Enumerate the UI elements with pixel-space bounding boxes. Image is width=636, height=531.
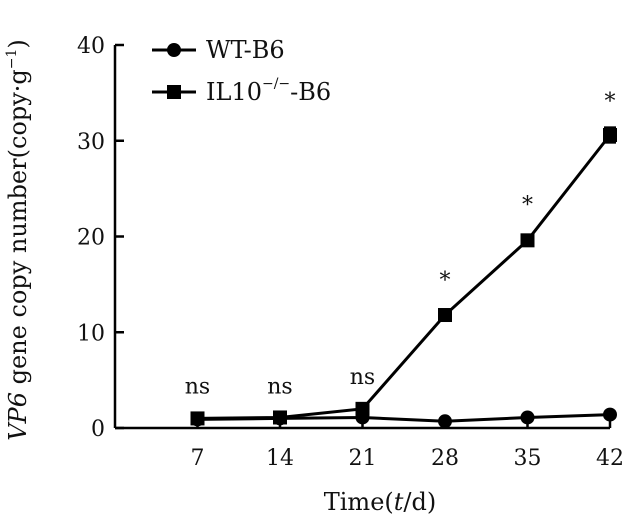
legend-marker-square	[167, 85, 181, 99]
x-tick-label: 28	[431, 446, 459, 471]
data-point-il10-b6	[520, 233, 535, 248]
x-tick-label: 42	[596, 446, 624, 471]
significance-ns: ns	[350, 365, 375, 390]
x-axis-label-italic: t	[394, 488, 404, 516]
legend-item-il10-b6: IL10−/−-B6	[152, 76, 331, 106]
y-axis-label-close: )	[4, 39, 32, 48]
significance-star: *	[440, 269, 451, 294]
annotations: ns ns ns * * *	[185, 90, 616, 400]
y-axis-label-rest: gene copy number(copy·g	[4, 69, 32, 392]
x-tick-label: 7	[191, 446, 205, 471]
legend-item-wt-b6: WT-B6	[152, 36, 285, 64]
legend: WT-B6 IL10−/−-B6	[152, 36, 331, 106]
significance-star: *	[522, 193, 533, 218]
x-axis-label: Time(t/d)	[324, 488, 436, 516]
data-point-wt-b6	[603, 407, 617, 422]
y-axis-label: VP6 gene copy number(copy·g−1)	[4, 39, 32, 441]
tick-group: 0 10 20 30 40 7 14 21 28 35 42	[77, 34, 624, 471]
y-tick-label: 30	[77, 130, 105, 155]
x-axis-label-post: /d)	[403, 488, 436, 516]
data-point-il10-b6	[190, 411, 205, 426]
data-point-wt-b6	[438, 414, 452, 429]
x-axis-label-pre: Time(	[324, 488, 394, 516]
x-tick-label: 21	[349, 446, 377, 471]
y-axis-label-italic: VP6	[4, 392, 32, 441]
y-tick-label: 40	[77, 34, 105, 59]
legend-marker-circle	[167, 43, 181, 57]
y-tick-label: 10	[77, 321, 105, 346]
data-point-il10-b6	[438, 308, 452, 323]
legend-label-il10-b6: IL10−/−-B6	[206, 76, 331, 106]
legend-label-il10-suffix: -B6	[290, 78, 331, 106]
y-tick-label: 20	[77, 226, 105, 251]
y-tick-label: 0	[91, 417, 105, 442]
data-point-il10-b6	[273, 410, 287, 425]
series-lines	[197, 134, 612, 423]
significance-ns: ns	[185, 375, 210, 400]
legend-label-il10-sup: −/−	[262, 76, 290, 92]
data-point-il10-b6	[355, 401, 370, 416]
series-line-il10-b6	[197, 134, 612, 420]
significance-star: *	[605, 90, 616, 115]
data-point-il10-b6	[603, 128, 617, 143]
legend-label-il10-base: IL10	[206, 78, 262, 106]
x-tick-label: 14	[266, 446, 294, 471]
markers	[190, 126, 617, 429]
significance-ns: ns	[267, 375, 292, 400]
y-axis-label-sup: −1	[4, 49, 20, 70]
x-tick-label: 35	[514, 446, 542, 471]
legend-label-wt-b6: WT-B6	[206, 36, 285, 64]
data-point-wt-b6	[520, 410, 535, 425]
